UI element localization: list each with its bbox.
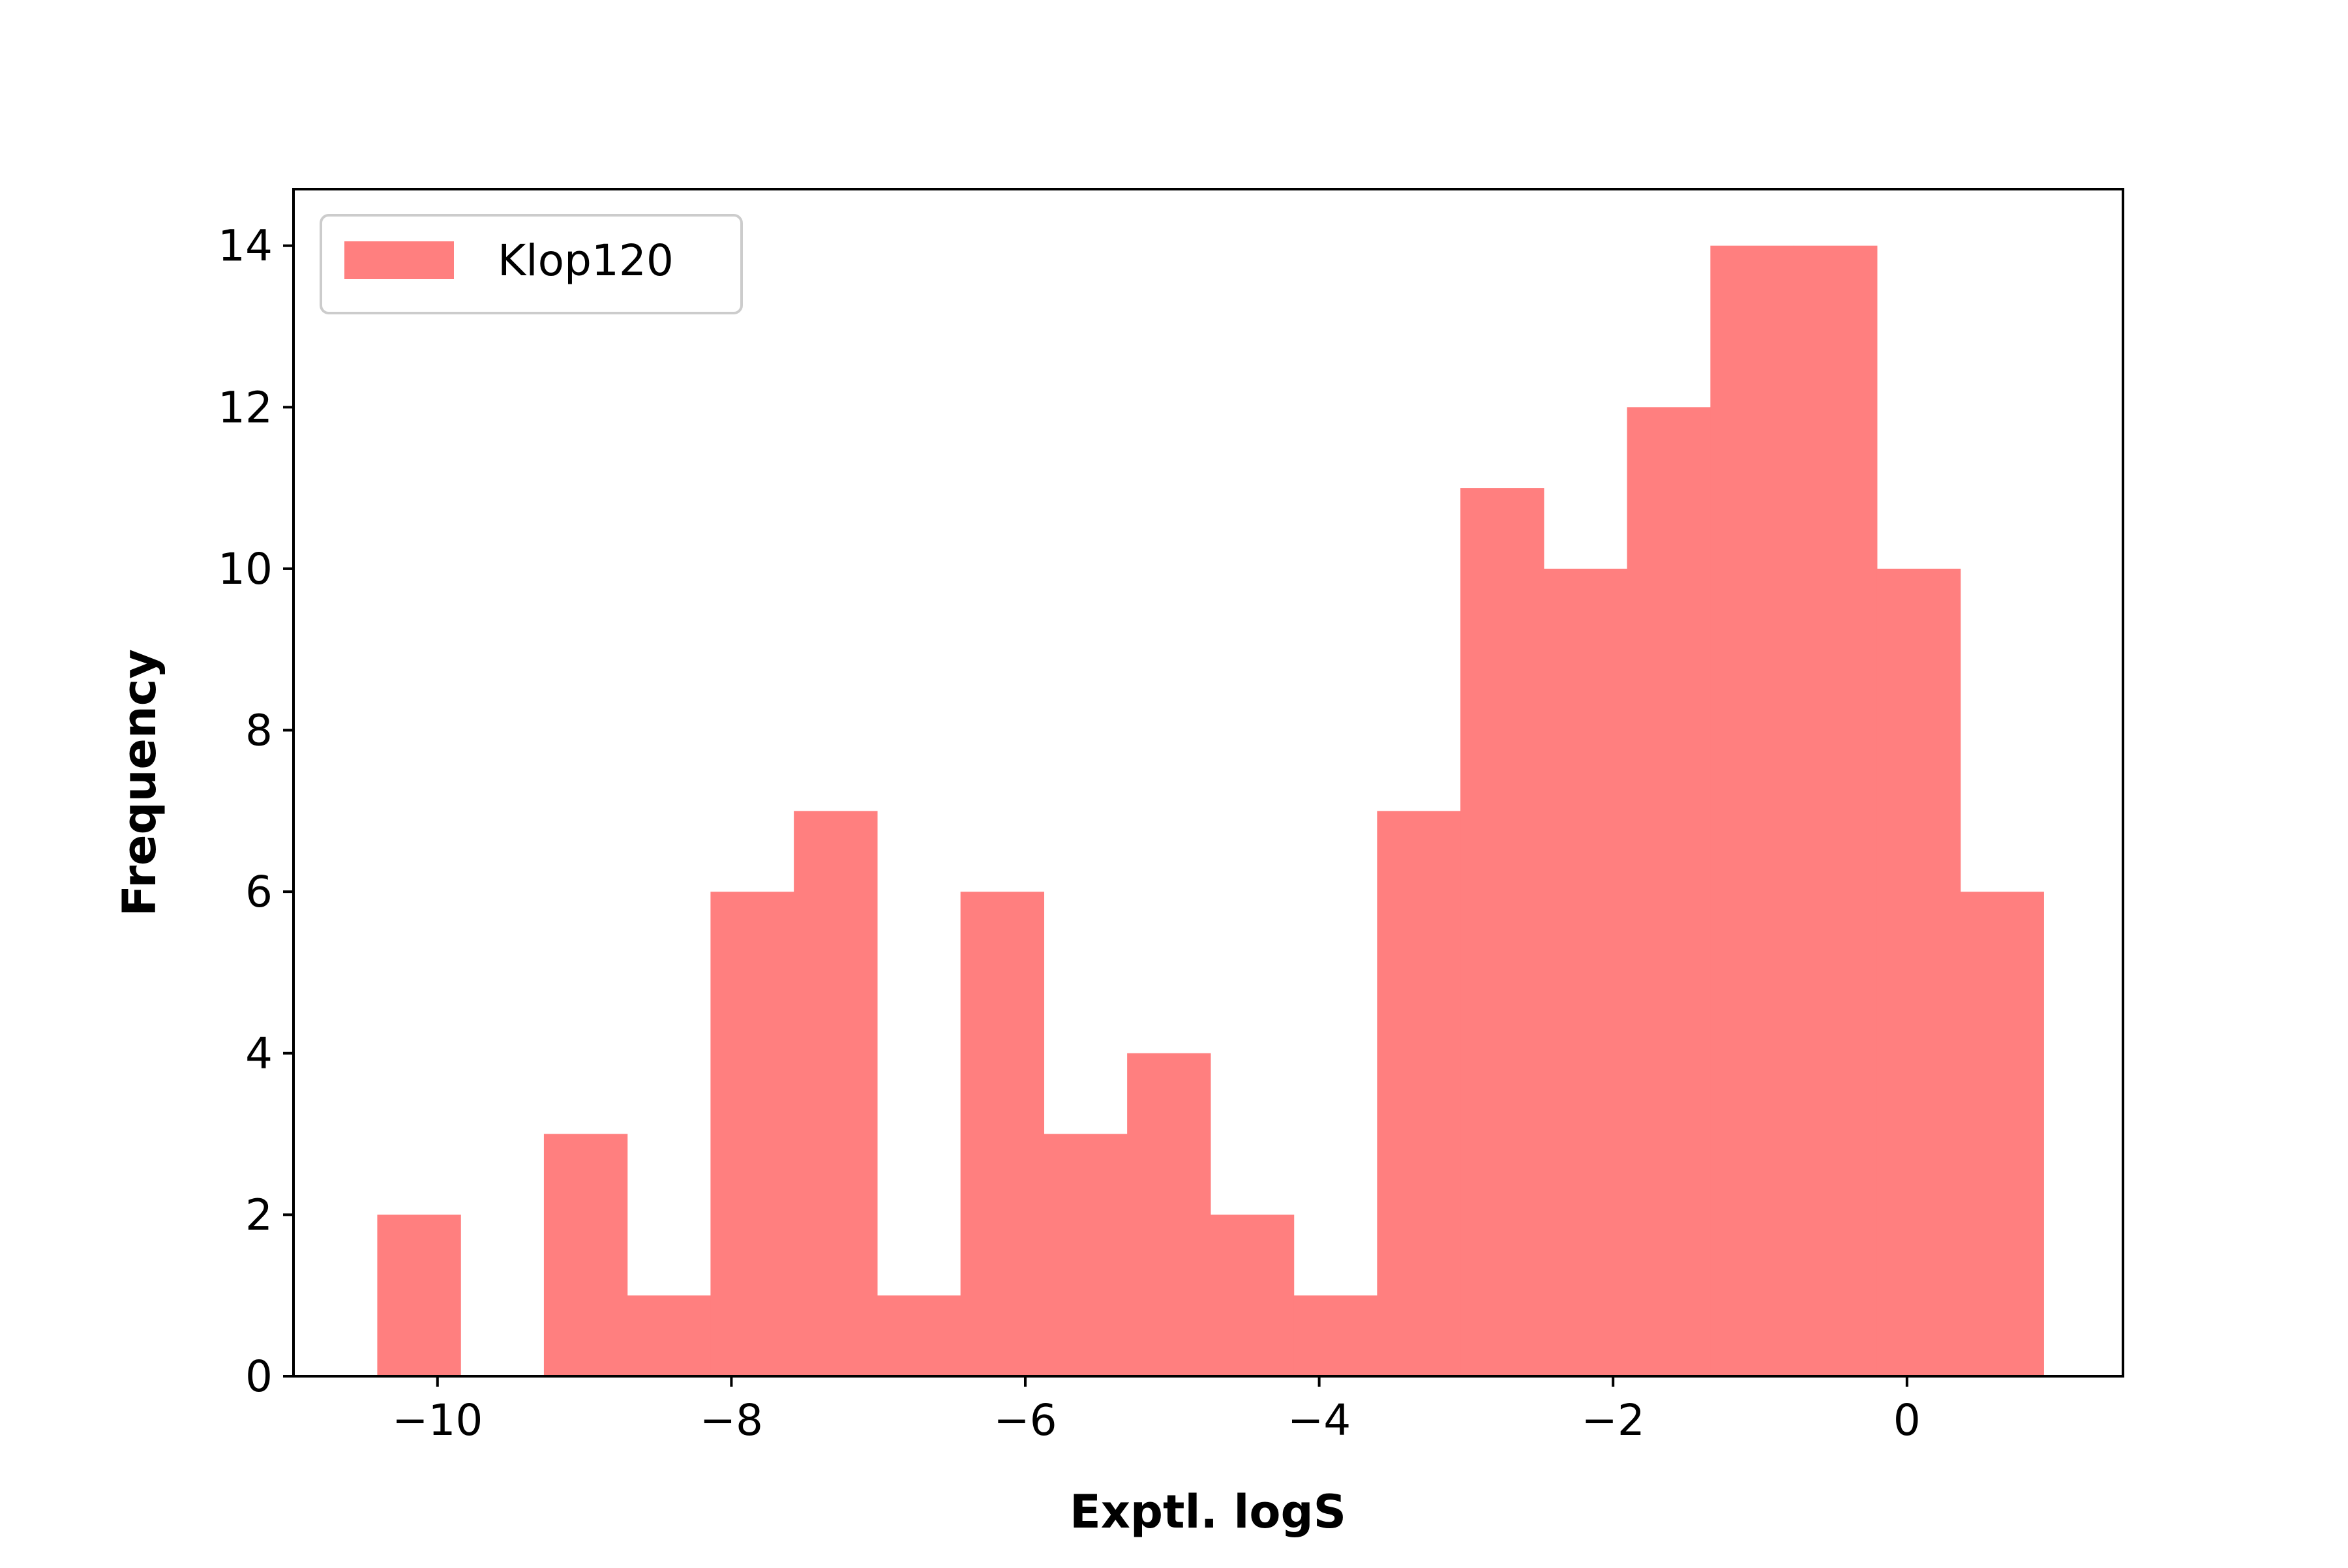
x-tick-label: −6 <box>993 1395 1057 1445</box>
histogram-bar <box>1876 568 1961 1376</box>
histogram-bar <box>960 892 1044 1376</box>
histogram-bar <box>627 1295 712 1376</box>
histogram-bar <box>1710 245 1794 1377</box>
histogram-bar <box>1210 1214 1295 1376</box>
x-tick-label: −10 <box>392 1395 483 1445</box>
histogram-bar <box>877 1295 961 1376</box>
x-tick-label: −2 <box>1582 1395 1645 1445</box>
histogram-bar <box>1543 568 1628 1376</box>
x-tick-label: 0 <box>1893 1395 1921 1445</box>
y-tick-label: 6 <box>245 867 273 917</box>
y-axis-ticks: 0 2 4 6 8 10 12 14 <box>218 221 294 1402</box>
x-axis-label: Exptl. logS <box>1070 1485 1346 1539</box>
y-tick-label: 8 <box>245 706 273 756</box>
histogram-bar <box>1960 892 2044 1376</box>
x-tick-label: −8 <box>700 1395 763 1445</box>
legend: Klop120 <box>320 214 743 314</box>
legend-swatch <box>344 241 454 279</box>
histogram-bar <box>710 892 794 1376</box>
histogram-bar <box>377 1214 461 1376</box>
legend-box <box>320 214 743 314</box>
y-tick-label: 2 <box>245 1190 273 1240</box>
bars-layer <box>377 245 2044 1377</box>
histogram-bar <box>543 1134 628 1376</box>
y-tick-label: 0 <box>245 1351 273 1402</box>
histogram-bar <box>1127 1053 1211 1376</box>
y-axis-label: Frequency <box>113 649 166 916</box>
y-tick-label: 14 <box>218 221 273 271</box>
legend-label: Klop120 <box>498 235 674 286</box>
histogram-bar <box>794 811 878 1376</box>
x-axis-ticks: −10 −8 −6 −4 −2 0 <box>392 1376 1921 1445</box>
plot-frame <box>292 188 2124 1378</box>
y-tick-label: 4 <box>245 1029 273 1079</box>
histogram-bar <box>1377 811 1461 1376</box>
x-tick-label: −4 <box>1287 1395 1351 1445</box>
y-tick-label: 12 <box>218 382 273 432</box>
histogram-bar <box>1460 488 1544 1376</box>
histogram-bar <box>1627 407 1711 1377</box>
histogram-bar <box>1794 245 1878 1377</box>
histogram-bar <box>1044 1134 1128 1376</box>
y-tick-label: 10 <box>218 544 273 594</box>
histogram-bar <box>1293 1295 1377 1376</box>
